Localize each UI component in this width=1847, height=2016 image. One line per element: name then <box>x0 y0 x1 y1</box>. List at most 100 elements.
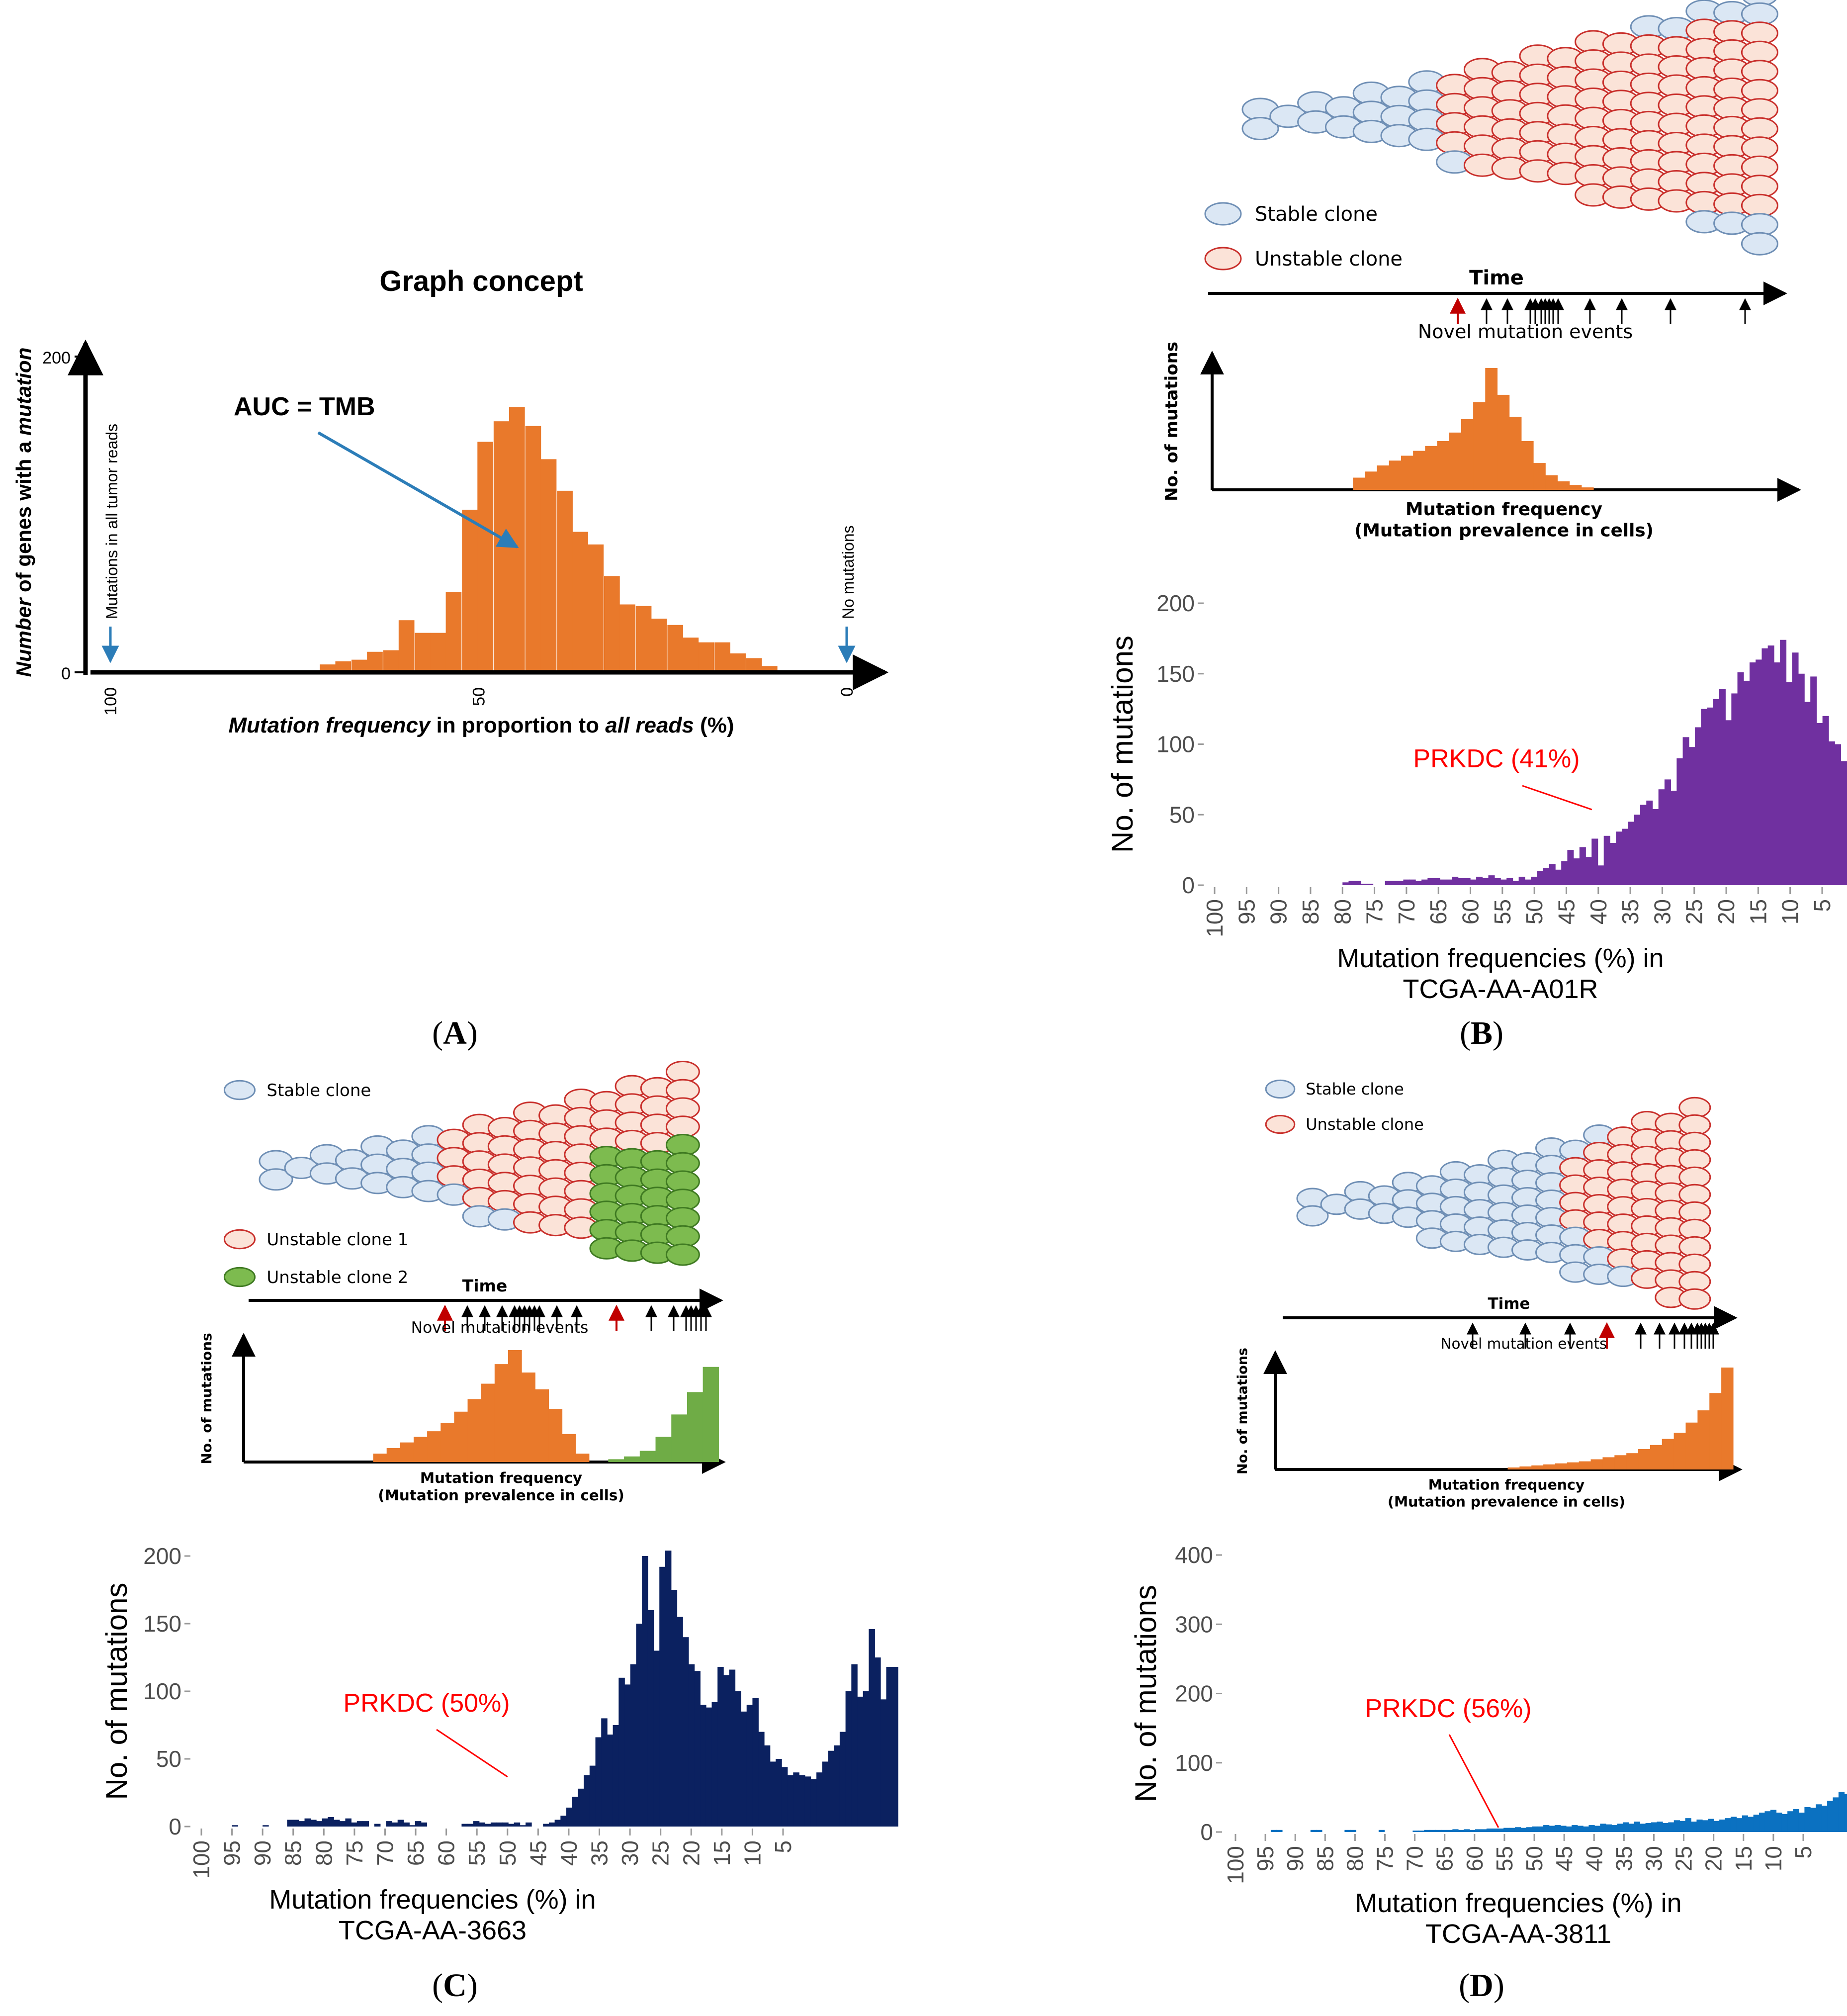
histogram-bar <box>374 1824 381 1827</box>
histogram-bar <box>735 1691 741 1827</box>
mini-y-label: No. of mutations <box>1235 1348 1250 1474</box>
mini-bar <box>1437 441 1450 490</box>
xtick-label: 70 <box>1402 1846 1428 1871</box>
xtick-label: 95 <box>219 1840 245 1866</box>
histogram-bar <box>1622 828 1629 885</box>
mini-bar <box>1497 394 1510 490</box>
legend-unstable-label: Unstable clone <box>1306 1115 1424 1134</box>
histogram-bar <box>863 1691 870 1827</box>
mini-bar <box>1425 446 1438 490</box>
histogram-bar <box>705 1707 712 1827</box>
histogram-bar <box>589 1765 596 1827</box>
histogram-bar <box>1354 881 1361 885</box>
histogram-bar <box>1696 1819 1703 1832</box>
panel-label-B: (B) <box>1460 1015 1503 1051</box>
histogram-bar <box>1761 648 1768 885</box>
concept-bar <box>335 661 352 672</box>
mini-bar <box>1590 1459 1603 1469</box>
xtick-label: 100 <box>1223 1846 1248 1884</box>
mini-bar <box>386 1448 401 1462</box>
xtick-label: 75 <box>342 1840 367 1866</box>
histogram-bar <box>1652 809 1659 885</box>
histogram-bar <box>1391 881 1398 885</box>
histogram-bar <box>764 1745 771 1827</box>
histogram-bar <box>1634 815 1641 885</box>
histogram-bar <box>1526 1827 1533 1832</box>
concept-bar <box>667 625 684 672</box>
histogram-bar <box>351 1822 357 1827</box>
mini-bar <box>1626 1453 1639 1469</box>
histogram-bar <box>1737 672 1744 885</box>
histogram-bar <box>618 1677 625 1827</box>
mini-bar <box>1509 417 1522 490</box>
concept-bar <box>493 421 510 672</box>
legend-clone2-swatch <box>223 1267 256 1287</box>
histogram-bar <box>1452 876 1459 885</box>
histogram-bar <box>1446 1830 1453 1832</box>
histogram-bar <box>1810 676 1817 885</box>
histogram-bar <box>1701 709 1708 885</box>
histogram-bar <box>776 1759 782 1827</box>
xtick-label: 75 <box>1362 899 1388 924</box>
mini-bar <box>1461 419 1474 490</box>
histogram-bar <box>1403 879 1410 885</box>
mini-bar <box>562 1434 576 1462</box>
histogram-bar <box>1350 1830 1357 1832</box>
stable-cell <box>1241 117 1279 140</box>
histogram-bar <box>310 1820 317 1827</box>
histogram-bar <box>421 1822 428 1827</box>
histogram-bar <box>1464 1829 1470 1832</box>
histogram-bar <box>1421 879 1428 885</box>
histogram-bar <box>1555 869 1562 885</box>
xtick-label: 15 <box>1731 1846 1757 1871</box>
histogram-bar <box>1567 850 1574 885</box>
mini-bar <box>608 1459 624 1462</box>
xtick-label: 40 <box>1585 899 1611 924</box>
histogram-bar <box>1492 1829 1498 1832</box>
mini-bar <box>454 1411 468 1462</box>
concept-ytick-label: 0 <box>61 664 71 683</box>
histogram-bar <box>1276 1830 1283 1832</box>
histogram-bar <box>554 1820 561 1827</box>
xtick-label: 90 <box>1266 899 1292 924</box>
histogram-bar <box>1804 702 1811 885</box>
unstable-cell <box>1678 1288 1711 1310</box>
histogram-bar <box>514 1822 521 1827</box>
histogram-bar <box>1781 1814 1788 1832</box>
label-part: of genes with a <box>12 436 35 598</box>
ytick-label: 200 <box>1175 1681 1213 1707</box>
histogram-bar <box>543 1824 549 1827</box>
histogram-bar <box>1787 1811 1794 1832</box>
mini-bar <box>508 1350 522 1462</box>
histogram-bar <box>1520 1828 1527 1832</box>
histogram-bar <box>1367 884 1374 885</box>
histogram-bar <box>1756 659 1762 885</box>
histogram-bar <box>578 1788 584 1827</box>
xtick-label: 60 <box>1462 1846 1488 1871</box>
time-label: Time <box>462 1276 508 1295</box>
histogram-bar <box>1708 1819 1714 1832</box>
histogram-bar <box>1385 881 1392 885</box>
histogram-bar <box>1378 1830 1385 1832</box>
concept-x-label: Mutation frequency in proportion to all … <box>229 713 734 737</box>
histogram-bar <box>1816 1804 1822 1832</box>
mini-bar <box>1685 1422 1698 1469</box>
histogram-bar <box>770 1761 777 1827</box>
histogram-bar <box>334 1820 340 1827</box>
mini-bar <box>575 1454 590 1462</box>
histogram-bar <box>1617 1824 1623 1832</box>
mini-bar <box>671 1414 688 1462</box>
histogram-bar <box>1482 878 1489 885</box>
mini-bar <box>1581 487 1594 490</box>
histogram-bar <box>804 1776 811 1827</box>
concept-ytick-label: 200 <box>42 349 71 367</box>
histogram-bar <box>287 1820 293 1827</box>
histogram-bar <box>665 1551 672 1827</box>
xtick-label: 5 <box>1809 899 1835 912</box>
mini-bar <box>1485 368 1498 490</box>
histogram-bar <box>1713 699 1720 885</box>
histogram-bar <box>1810 1808 1817 1832</box>
histogram-bar <box>1579 847 1586 885</box>
ytick-label: 150 <box>1156 661 1195 687</box>
xtick-label: 65 <box>1425 899 1451 924</box>
